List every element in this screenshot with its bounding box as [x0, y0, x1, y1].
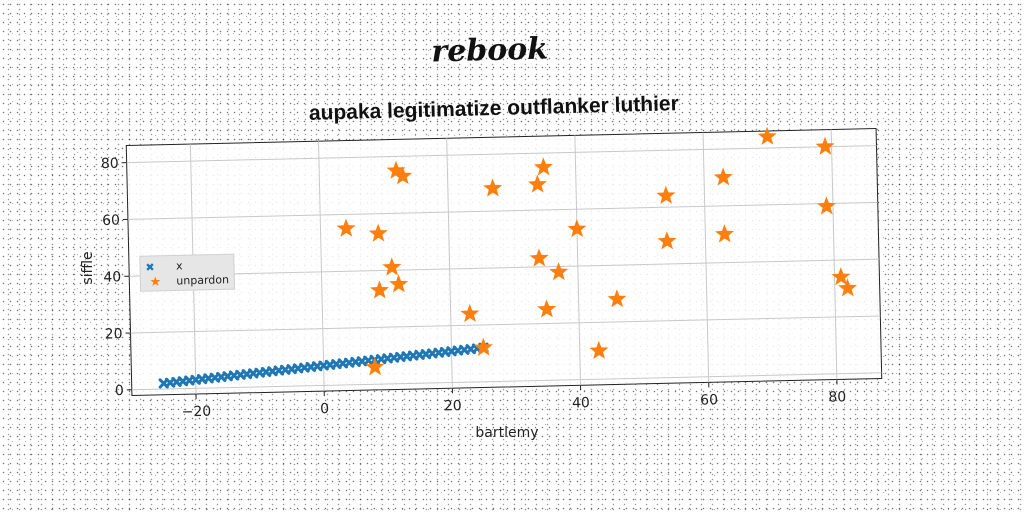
x-grid-line: [446, 138, 453, 389]
y-tick-label: 60: [102, 213, 120, 229]
x-tick-label: 0: [320, 401, 329, 417]
star-point: [657, 231, 677, 250]
legend-label-unpardon: unpardon: [176, 273, 229, 287]
x-tick-label: 20: [444, 398, 462, 414]
grid-lines: [126, 129, 882, 395]
star-point: [816, 196, 836, 215]
y-grid-line: [130, 315, 881, 334]
star-point: [656, 185, 676, 205]
star-point: [567, 219, 587, 238]
star-point: [589, 340, 609, 359]
star-point: [533, 157, 553, 176]
star-point: [607, 289, 627, 308]
chart-title: aupaka legitimatize outflanker luthier: [309, 92, 679, 125]
x-grid-line: [318, 141, 325, 392]
y-grid-line: [127, 201, 878, 220]
y-tick-label: 20: [105, 326, 123, 342]
star-point: [365, 357, 385, 376]
star-point: [815, 136, 835, 155]
star-point: [460, 303, 480, 323]
star-point: [483, 178, 503, 197]
y-axis-label: siffle: [80, 251, 96, 284]
star-point: [368, 223, 388, 242]
legend-label-x: x: [176, 259, 183, 272]
x-grid-line: [702, 132, 710, 383]
legend-box: [139, 253, 236, 292]
y-grid-line: [129, 258, 880, 277]
y-tick-label: 0: [115, 383, 124, 399]
y-tick-label: 80: [101, 156, 119, 172]
star-point: [757, 126, 777, 145]
x-tick-label: 40: [572, 395, 590, 411]
x-grid-line: [574, 135, 582, 386]
star-point: [713, 167, 733, 186]
legend-marker-unpardon: ★: [149, 275, 161, 290]
legend: ✖ x ★ unpardon: [139, 253, 236, 292]
y-grid-line: [126, 145, 877, 164]
plot-area: −20 0 20 40 60 80 0 20 40 60 80 ✖ x ★ unpardon: [101, 126, 883, 421]
legend-marker-x: ✖: [145, 261, 155, 274]
x-tick-label: −20: [181, 404, 211, 421]
x-tick-label: 80: [828, 389, 846, 405]
star-point: [537, 299, 557, 318]
star-point: [838, 278, 858, 297]
y-grid-line: [131, 372, 882, 391]
star-point: [529, 248, 549, 267]
x-tick-label: 60: [700, 392, 718, 408]
star-point: [473, 337, 493, 356]
axis-ticks: −20 0 20 40 60 80 0 20 40 60 80: [101, 156, 847, 421]
x-axis-label: bartlemy: [475, 425, 538, 441]
star-point: [714, 224, 735, 243]
star-point: [527, 174, 547, 193]
y-tick-label: 40: [103, 269, 121, 285]
data-series: [158, 126, 858, 389]
star-point: [389, 274, 409, 293]
star-point: [393, 166, 413, 185]
chart-suptitle: rebook: [431, 31, 549, 69]
star-point: [382, 257, 402, 276]
star-point: [336, 218, 356, 237]
star-point: [370, 280, 390, 299]
star-point: [549, 262, 569, 281]
x-grid-line: [830, 129, 838, 380]
star-point: [831, 267, 851, 286]
